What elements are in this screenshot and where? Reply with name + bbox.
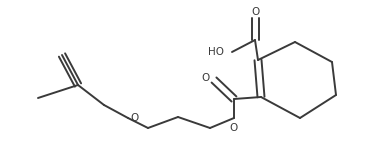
Text: O: O bbox=[230, 123, 238, 133]
Text: O: O bbox=[130, 113, 138, 123]
Text: HO: HO bbox=[208, 47, 224, 57]
Text: O: O bbox=[202, 73, 210, 83]
Text: O: O bbox=[252, 7, 260, 17]
